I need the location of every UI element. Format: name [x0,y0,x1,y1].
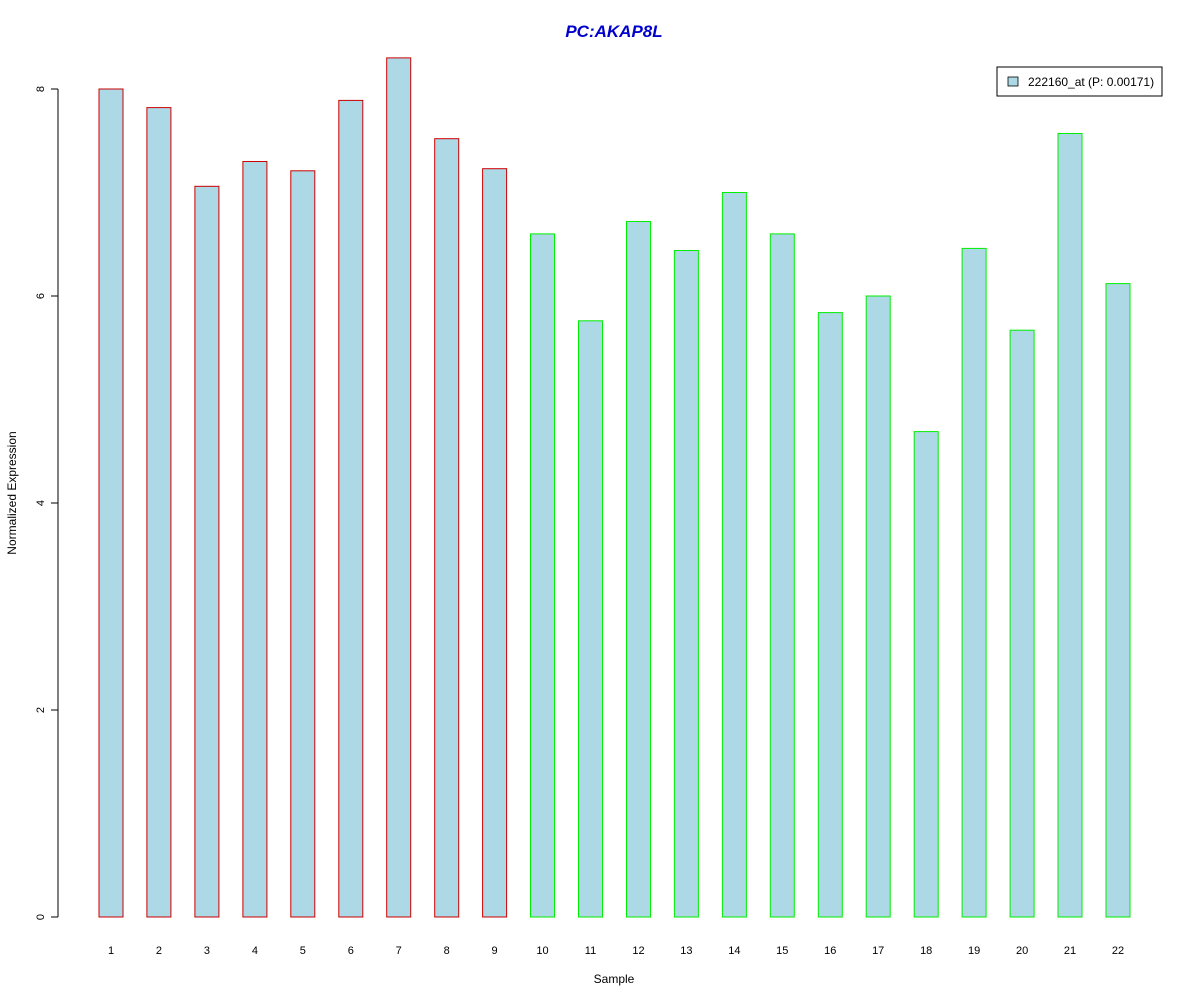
legend-swatch [1007,76,1019,87]
x-tick-label: 1 [108,945,114,957]
x-tick-label: 11 [585,945,596,957]
legend: 222160_at (P: 0.00171) [996,66,1163,97]
x-tick-label: 18 [920,945,932,957]
legend-box [996,66,1163,97]
bar [721,192,747,918]
bar [386,57,412,918]
bars [98,57,1131,918]
x-tick-label: 4 [252,945,258,957]
bar [1057,133,1083,918]
legend-label: 222160_at (P: 0.00171) [1028,75,1154,89]
bar [673,250,699,918]
x-tick-label: 7 [396,945,402,957]
bar [98,88,124,918]
x-tick-label: 9 [492,945,498,957]
bar [338,99,364,918]
bar [290,170,316,918]
bar [865,295,891,918]
bar [1105,283,1131,918]
bar [530,233,555,918]
bar [578,320,603,918]
x-tick-label: 2 [156,945,162,957]
x-tick-label: 22 [1112,945,1124,957]
bar [194,185,220,918]
x-tick-label: 13 [680,945,692,957]
bar [482,168,508,918]
y-tick-label: 2 [35,707,47,713]
bar [434,138,460,918]
bar [913,431,939,918]
x-tick-label: 15 [776,945,788,957]
x-tick-label: 19 [968,945,980,957]
bar [1009,329,1035,918]
x-tick-label: 6 [348,945,354,957]
bar [769,233,795,918]
x-tick-label: 10 [536,945,548,957]
y-axis: 0 2 4 6 8 [35,86,59,920]
x-tick-label: 8 [444,945,450,957]
x-axis-label: Sample [594,972,635,986]
x-tick-label: 21 [1064,945,1076,957]
y-axis-label: Normalized Expression [5,431,19,554]
y-tick-label: 8 [35,86,47,92]
x-tick-label: 16 [824,945,836,957]
bar [626,221,651,918]
y-tick-label: 0 [35,914,47,920]
x-tick-label: 14 [728,945,740,957]
bar [961,247,987,918]
y-tick-label: 6 [35,293,47,299]
bar [146,107,172,918]
y-tick-label: 4 [35,500,47,506]
bar [817,312,843,918]
chart-title: PC:AKAP8L [565,22,662,41]
bar [242,161,268,918]
x-axis-tick-labels: 1 2 3 4 5 6 7 8 9 10 11 12 13 14 15 16 17 18 19 20 21 22 [108,945,1124,957]
x-tick-label: 3 [204,945,210,957]
x-tick-label: 5 [300,945,306,957]
x-tick-label: 12 [632,945,644,957]
x-tick-label: 20 [1016,945,1028,957]
x-tick-label: 17 [872,945,884,957]
